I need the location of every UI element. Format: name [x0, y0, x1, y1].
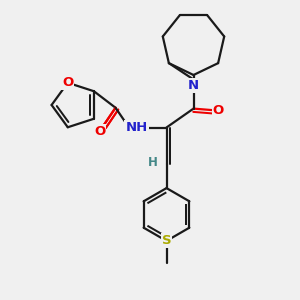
Text: O: O [212, 103, 224, 117]
Text: N: N [188, 79, 199, 92]
Text: NH: NH [125, 121, 148, 134]
Text: H: H [148, 155, 158, 169]
Text: S: S [162, 234, 171, 248]
Text: O: O [94, 125, 106, 138]
Text: O: O [62, 76, 74, 89]
